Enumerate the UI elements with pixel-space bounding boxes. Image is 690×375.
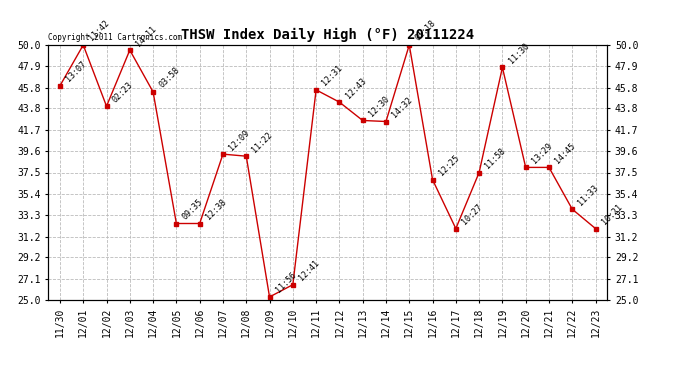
Text: 12:38: 12:38 [204,197,228,221]
Text: 01:18: 01:18 [413,19,437,43]
Text: 12:09: 12:09 [227,128,251,152]
Text: 11:42: 11:42 [88,19,112,43]
Text: 11:22: 11:22 [250,130,275,154]
Text: 14:11: 14:11 [134,24,158,48]
Text: 02:23: 02:23 [110,80,135,104]
Text: 12:25: 12:25 [437,153,461,177]
Text: 12:31: 12:31 [320,64,344,88]
Text: 11:58: 11:58 [483,146,507,170]
Text: 12:30: 12:30 [367,94,391,118]
Text: 11:33: 11:33 [576,183,600,207]
Text: Copyright 2011 Cartronics.com: Copyright 2011 Cartronics.com [48,33,182,42]
Title: THSW Index Daily High (°F) 20111224: THSW Index Daily High (°F) 20111224 [181,28,474,42]
Text: 11:56: 11:56 [274,271,298,295]
Text: 10:21: 10:21 [600,202,624,226]
Text: 11:30: 11:30 [506,41,531,65]
Text: 13:29: 13:29 [530,141,554,165]
Text: 09:35: 09:35 [181,197,205,221]
Text: 14:45: 14:45 [553,141,578,165]
Text: 12:43: 12:43 [344,76,368,100]
Text: 10:27: 10:27 [460,202,484,226]
Text: 12:41: 12:41 [297,258,321,282]
Text: 03:58: 03:58 [157,66,181,90]
Text: 14:32: 14:32 [390,95,414,119]
Text: 13:07: 13:07 [64,60,88,84]
